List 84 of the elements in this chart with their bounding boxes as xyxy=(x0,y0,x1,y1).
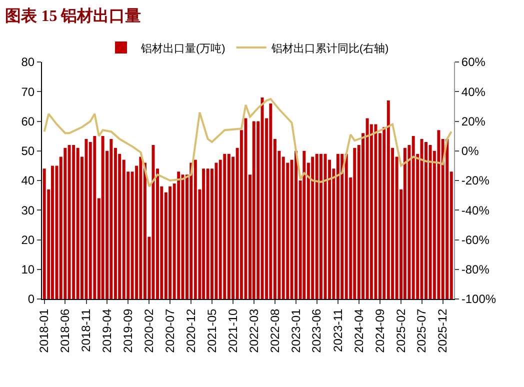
bar xyxy=(252,121,256,299)
y2-tick-label: 60% xyxy=(461,55,486,70)
bar xyxy=(93,136,96,299)
y2-tick-label: -80% xyxy=(461,262,490,277)
y-tick-label: 40 xyxy=(21,174,35,188)
bar xyxy=(42,168,46,299)
bar xyxy=(386,100,390,299)
bar xyxy=(72,144,76,299)
bar xyxy=(64,148,67,299)
bar xyxy=(336,154,340,299)
bar xyxy=(269,103,272,299)
y-tick-label: 10 xyxy=(21,262,35,277)
x-tick-label: 2020-07 xyxy=(162,308,177,353)
bar xyxy=(101,136,104,299)
y2-tick-label: -60% xyxy=(461,232,490,247)
bar xyxy=(227,154,230,299)
y2-tick-label: -20% xyxy=(461,174,490,188)
x-tick-label: 2022-03 xyxy=(246,308,261,353)
bar xyxy=(315,154,318,299)
y-tick-label: 20 xyxy=(21,232,35,247)
x-tick-label: 2023-11 xyxy=(330,308,345,352)
legend-label: 铝材出口累计同比(右轴) xyxy=(270,42,389,55)
bar xyxy=(340,154,344,299)
y2-tick-label: -40% xyxy=(461,203,490,218)
bar xyxy=(437,130,440,299)
bar xyxy=(428,144,432,299)
bar xyxy=(76,148,80,299)
legend-label: 铝材出口量(万吨) xyxy=(140,42,226,55)
y-tick-label: 70 xyxy=(21,84,35,99)
bar xyxy=(68,144,71,299)
bar xyxy=(311,156,314,299)
line-series xyxy=(43,98,452,188)
x-tick-label: 2023-01 xyxy=(288,308,303,353)
y2-tick-label: 0% xyxy=(461,144,480,158)
bar xyxy=(260,98,264,299)
x-tick-label: 2018-06 xyxy=(58,308,72,353)
bar xyxy=(223,154,226,299)
chart-title: 图表 15 铝材出口量 xyxy=(5,6,142,25)
x-tick-label: 2025-12 xyxy=(436,308,450,353)
y-tick-label: 80 xyxy=(21,55,35,70)
x-tick-label: 2025-02 xyxy=(394,308,408,353)
x-tick-label: 2019-09 xyxy=(121,308,136,353)
x-tick-label: 2019-04 xyxy=(100,308,114,353)
bar xyxy=(202,168,206,299)
bar xyxy=(177,172,180,299)
bar xyxy=(50,166,54,299)
x-tick-label: 2018-11 xyxy=(79,308,94,352)
y2-tick-label: 40% xyxy=(461,84,486,99)
bar xyxy=(181,174,184,299)
bar xyxy=(214,162,218,299)
y-tick-label: 60 xyxy=(21,114,35,128)
bar xyxy=(324,154,327,299)
bar xyxy=(139,156,142,299)
x-tick-label: 2020-02 xyxy=(142,308,156,353)
y-tick-label: 30 xyxy=(21,203,35,218)
bar xyxy=(353,148,356,299)
y2-tick-label: 20% xyxy=(461,114,486,128)
x-tick-label: 2024-09 xyxy=(372,308,387,353)
x-tick-label: 2022-08 xyxy=(268,308,282,353)
bar xyxy=(244,118,248,299)
bar xyxy=(190,162,193,299)
y-tick-label: 0 xyxy=(28,292,35,306)
bar xyxy=(374,124,378,299)
bar xyxy=(168,186,172,299)
y-tick-label: 50 xyxy=(21,144,35,158)
x-tick-label: 2021-10 xyxy=(226,308,240,353)
bar xyxy=(194,160,197,299)
bar xyxy=(366,118,369,299)
x-tick-label: 2025-07 xyxy=(414,308,429,353)
x-tick-label: 2018-01 xyxy=(37,308,52,353)
bar xyxy=(206,168,210,299)
x-tick-label: 2023-06 xyxy=(310,308,324,353)
bar xyxy=(110,139,113,299)
bar xyxy=(344,154,348,299)
x-tick-label: 2020-12 xyxy=(184,308,198,353)
y2-tick-label: -100% xyxy=(461,292,496,306)
x-tick-label: 2021-05 xyxy=(204,308,219,353)
bar xyxy=(302,150,306,299)
x-tick-label: 2024-04 xyxy=(352,308,366,353)
bar xyxy=(403,148,406,299)
bar xyxy=(446,139,449,299)
bar xyxy=(424,142,428,299)
bar xyxy=(412,136,415,299)
bar xyxy=(294,150,298,299)
